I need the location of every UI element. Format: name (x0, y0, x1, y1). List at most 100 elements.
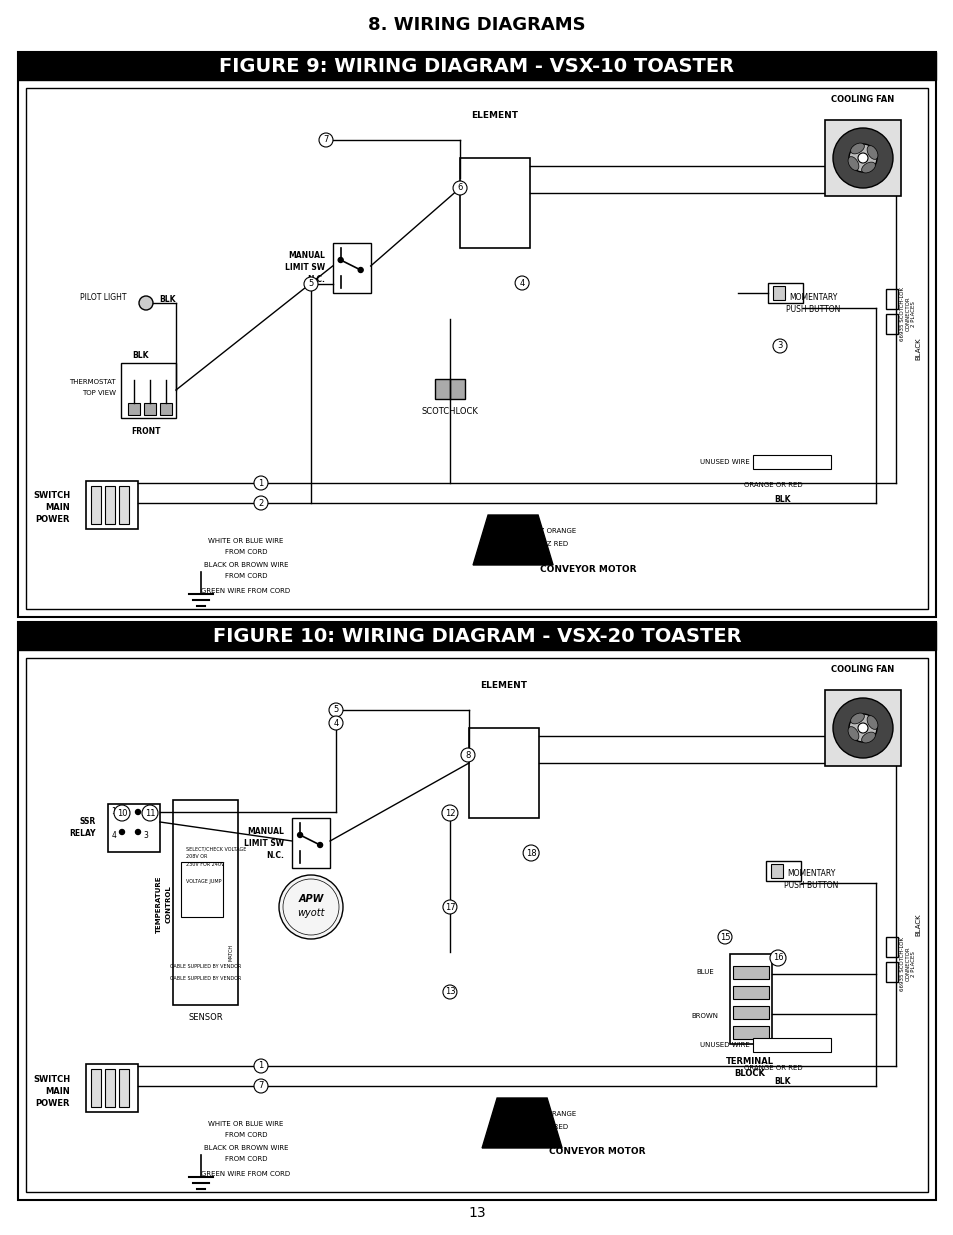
Text: N.C.: N.C. (307, 275, 324, 284)
Bar (105, 487, 115, 524)
Circle shape (769, 950, 785, 966)
Text: MANUAL: MANUAL (247, 826, 284, 836)
Text: BLOCK: BLOCK (734, 1070, 764, 1078)
Bar (86, 1065, 138, 1112)
Circle shape (832, 128, 892, 188)
Bar (824, 120, 900, 196)
Bar (181, 862, 223, 918)
Text: 66935 SCOTCH-LOK
CONNECTOR
2 PLACES: 66935 SCOTCH-LOK CONNECTOR 2 PLACES (899, 287, 915, 341)
Bar (91, 1070, 101, 1107)
Text: PUSH BUTTON: PUSH BUTTON (785, 305, 840, 315)
Text: wyott: wyott (297, 908, 324, 918)
Text: 6: 6 (456, 184, 462, 193)
Bar (824, 690, 900, 766)
Text: MAIN: MAIN (45, 504, 70, 513)
Text: VOLTAGE JUMP: VOLTAGE JUMP (186, 879, 221, 884)
Bar (91, 487, 101, 524)
Text: BLACK: BLACK (914, 337, 920, 359)
Circle shape (718, 930, 731, 944)
Bar (885, 289, 897, 309)
Text: 13: 13 (444, 988, 455, 997)
Text: MOMENTARY: MOMENTARY (786, 869, 834, 878)
Text: BLUE: BLUE (696, 969, 713, 974)
Bar (18, 622, 935, 650)
Bar (770, 864, 782, 878)
Text: COOLING FAN: COOLING FAN (830, 95, 894, 105)
Text: GREEN WIRE FROM CORD: GREEN WIRE FROM CORD (201, 1171, 291, 1177)
Circle shape (318, 133, 333, 147)
Circle shape (357, 268, 363, 273)
Text: 15: 15 (719, 932, 729, 941)
Bar (732, 986, 768, 999)
Circle shape (283, 879, 338, 935)
Circle shape (253, 1079, 268, 1093)
Text: CONTROL: CONTROL (166, 885, 172, 924)
Bar (732, 966, 768, 979)
Circle shape (772, 338, 786, 353)
Text: APW: APW (298, 894, 323, 904)
Text: BROWN: BROWN (691, 1013, 718, 1019)
Text: SWITCH: SWITCH (32, 1074, 70, 1083)
Circle shape (135, 830, 140, 835)
Bar (26, 88, 927, 609)
Text: MANUAL: MANUAL (288, 252, 324, 261)
Text: FROM CORD: FROM CORD (225, 1132, 267, 1137)
Ellipse shape (866, 146, 877, 159)
Text: 1: 1 (258, 478, 263, 488)
Text: WHITE OR BLUE WIRE: WHITE OR BLUE WIRE (208, 538, 283, 543)
Bar (86, 480, 138, 529)
Bar (121, 363, 175, 417)
Text: LIMIT SW: LIMIT SW (244, 839, 284, 847)
Bar (18, 52, 935, 618)
Bar (885, 962, 897, 982)
Polygon shape (481, 1098, 561, 1149)
Text: BLK: BLK (132, 351, 149, 359)
Text: GREEN WIRE FROM CORD: GREEN WIRE FROM CORD (201, 588, 291, 594)
Text: 11: 11 (145, 809, 155, 818)
Bar (729, 953, 771, 1044)
Text: 8: 8 (465, 751, 470, 760)
Text: 4: 4 (112, 830, 116, 840)
Bar (459, 158, 530, 248)
Bar (732, 1026, 768, 1039)
Text: BLACK: BLACK (914, 914, 920, 936)
Text: 5: 5 (308, 279, 314, 289)
Text: FRONT: FRONT (132, 427, 161, 436)
Text: 8. WIRING DIAGRAMS: 8. WIRING DIAGRAMS (368, 16, 585, 35)
Text: 7: 7 (323, 136, 329, 144)
Text: BLK: BLK (774, 494, 790, 504)
Text: 5: 5 (333, 705, 338, 715)
Circle shape (857, 722, 867, 734)
Bar (144, 403, 156, 415)
Text: UNUSED WIRE: UNUSED WIRE (700, 459, 749, 466)
Text: LIMIT SW: LIMIT SW (284, 263, 324, 273)
Ellipse shape (866, 715, 877, 730)
Text: 7: 7 (258, 1082, 263, 1091)
Text: 208V 60HZ RED: 208V 60HZ RED (512, 541, 568, 547)
Text: 18: 18 (525, 848, 536, 857)
Text: CABLE SUPPLIED BY VENDOR: CABLE SUPPLIED BY VENDOR (171, 977, 241, 982)
Bar (732, 1007, 768, 1019)
Circle shape (460, 748, 475, 762)
Text: WHITE OR BLUE WIRE: WHITE OR BLUE WIRE (208, 1121, 283, 1128)
Bar (292, 818, 330, 868)
Text: FIGURE 9: WIRING DIAGRAM - VSX-10 TOASTER: FIGURE 9: WIRING DIAGRAM - VSX-10 TOASTE… (219, 57, 734, 75)
Circle shape (304, 277, 317, 291)
Text: CABLE SUPPLIED BY VENDOR: CABLE SUPPLIED BY VENDOR (171, 965, 241, 969)
Text: FROM CORD: FROM CORD (225, 573, 267, 579)
Text: ORANGE OR RED: ORANGE OR RED (743, 482, 801, 488)
Text: COOLING FAN: COOLING FAN (830, 666, 894, 674)
Bar (885, 314, 897, 333)
Text: THERMOSTAT: THERMOSTAT (70, 379, 116, 385)
Circle shape (848, 144, 876, 172)
Text: 208V OR: 208V OR (186, 855, 207, 860)
Circle shape (317, 842, 322, 847)
Text: RELAY: RELAY (70, 830, 96, 839)
Circle shape (139, 296, 152, 310)
Circle shape (329, 716, 343, 730)
Circle shape (297, 832, 302, 837)
Circle shape (442, 986, 456, 999)
Text: BLK: BLK (774, 1077, 790, 1087)
Text: MAIN: MAIN (45, 1087, 70, 1095)
Bar (765, 861, 801, 881)
